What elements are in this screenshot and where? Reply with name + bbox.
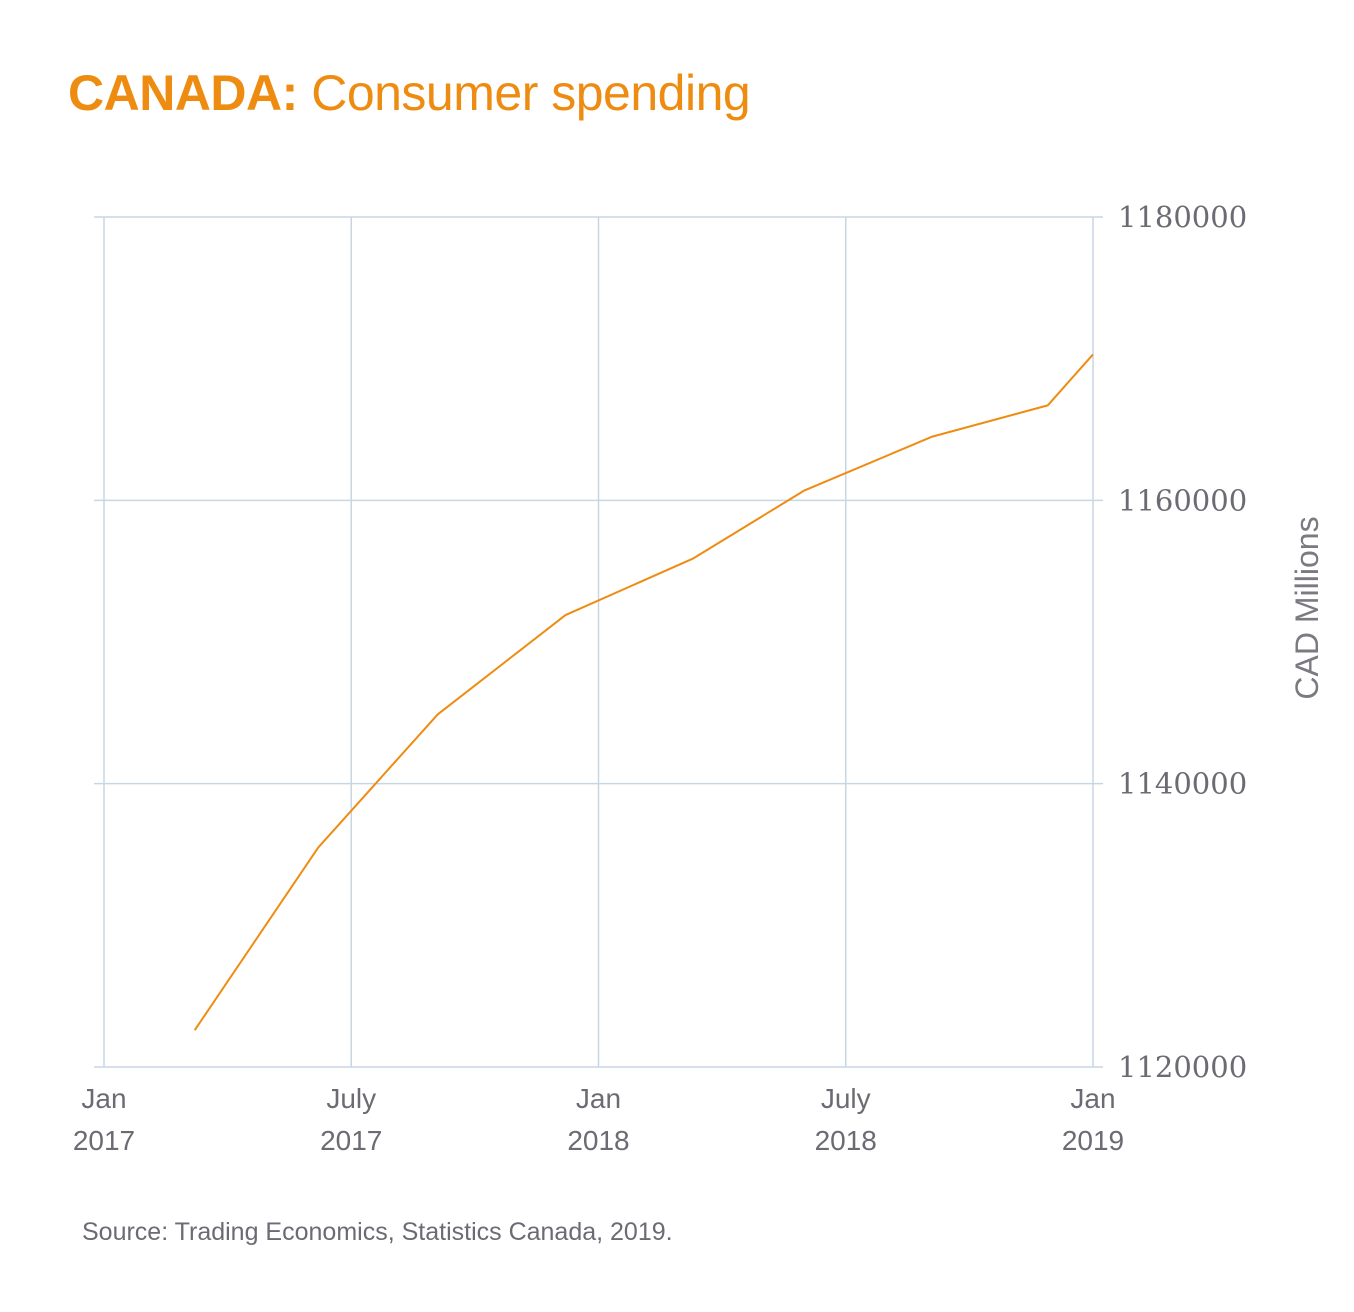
x-tick-label-year: 2019 (1062, 1125, 1124, 1156)
gridlines (94, 216, 1103, 1068)
x-tick-label-month: Jan (1070, 1083, 1115, 1114)
x-tick-label-month: July (326, 1083, 376, 1114)
x-tick-label-month: July (821, 1083, 871, 1114)
x-tick-label-year: 2017 (320, 1125, 382, 1156)
x-tick-label-year: 2017 (73, 1125, 135, 1156)
y-tick-label: 1160000 (1118, 483, 1247, 517)
y-axis-label: CAD Millions (1289, 516, 1325, 699)
x-axis-ticks: Jan 2017 July 2017 Jan 2018 July 2018 Jan 2019 (73, 1083, 1124, 1156)
x-tick-label-year: 2018 (815, 1125, 877, 1156)
x-tick-label-year: 2018 (567, 1125, 629, 1156)
chart-title-subject: Consumer spending (297, 65, 751, 121)
source-note: Source: Trading Economics, Statistics Ca… (82, 1218, 673, 1246)
y-tick-label: 1180000 (1118, 200, 1247, 234)
chart-title: CANADA: Consumer spending (68, 64, 751, 122)
series-line (193, 353, 1094, 1031)
y-tick-label: 1140000 (1118, 767, 1247, 801)
x-tick-label-month: Jan (576, 1083, 621, 1114)
series-layer (193, 353, 1094, 1031)
x-tick-label-month: Jan (81, 1083, 126, 1114)
y-tick-label: 1120000 (1118, 1050, 1247, 1084)
y-axis-ticks: 1120000 1140000 1160000 1180000 (1118, 200, 1247, 1084)
chart-title-country: CANADA: (68, 65, 298, 121)
